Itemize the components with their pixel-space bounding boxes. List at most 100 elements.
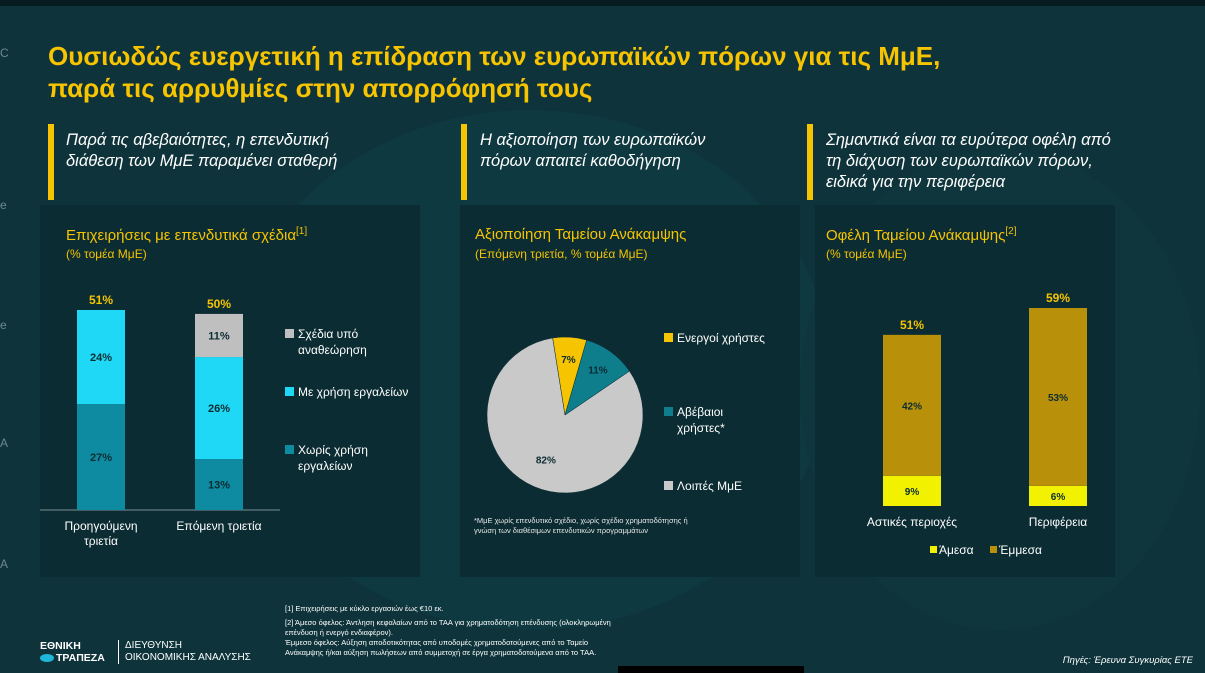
total-label: 51% xyxy=(900,318,924,332)
footnote-2: Έμμεσο όφελος: Αύξηση αποδοτικότητας από… xyxy=(285,638,589,647)
bar-segment xyxy=(195,313,243,358)
bank-logo: ΕΘΝΙΚΗ ΤΡΑΠΕΖΑ xyxy=(40,640,105,664)
edge-glyph: e xyxy=(0,318,7,332)
page-title: Ουσιωδώς ευεργετική η επίδραση των ευρωπ… xyxy=(48,40,1048,104)
pie-footnote-line: *ΜμΕ χωρίς επενδυτικό σχέδιο, χωρίς σχέδ… xyxy=(474,516,688,525)
logo-line: ΤΡΑΠΕΖΑ xyxy=(56,652,105,664)
legend-item: Σχέδια υπό αναθεώρηση xyxy=(285,326,367,358)
subtitle-line: Σημαντικά είναι τα ευρύτερα οφέλη από xyxy=(826,131,1111,149)
legend-swatch xyxy=(285,445,294,454)
data-label: 24% xyxy=(90,352,112,364)
chart-title-right: Οφέλη Ταμείου Ανάκαμψης[2] xyxy=(826,226,1016,244)
chart-recovery-fund-usage: 82% 7% 11% xyxy=(486,336,644,494)
category-label: τριετία xyxy=(84,534,118,548)
chart-title-sup: [1] xyxy=(296,226,308,237)
pie-label: 7% xyxy=(561,355,576,366)
category-label: Επόμενη τριετία xyxy=(176,519,261,533)
legend-label: Με χρήση εργαλείων xyxy=(298,385,409,399)
top-bar xyxy=(0,0,1205,6)
category-label: Περιφέρεια xyxy=(1029,515,1087,529)
category-label: Αστικές περιοχές xyxy=(867,515,957,529)
data-label: 27% xyxy=(90,452,112,464)
subtitle-line: ειδικά για την περιφέρεια xyxy=(826,173,1006,191)
panel-subtitle-left: Παρά τις αβεβαιότητες, η επενδυτική διάθ… xyxy=(66,130,337,172)
legend-swatch xyxy=(990,546,997,553)
edge-glyph: A xyxy=(0,557,9,571)
chart-unit-right: (% τομέα ΜμΕ) xyxy=(826,247,907,261)
pie-label: 11% xyxy=(588,366,608,377)
legend-item: Ενεργοί χρήστες xyxy=(664,330,765,346)
bar-segment xyxy=(195,357,243,460)
panel-subtitle-middle: Η αξιοποίηση των ευρωπαϊκών πόρων απαιτε… xyxy=(480,130,705,172)
pie-label: 82% xyxy=(536,455,556,466)
bar-segment xyxy=(1029,485,1087,506)
data-label: 13% xyxy=(208,480,230,492)
dept-line: ΔΙΕΥΘΥΝΣΗ xyxy=(125,640,182,651)
total-label: 59% xyxy=(1046,291,1070,305)
legend-label: Έμμεσα xyxy=(999,543,1042,557)
subtitle-line: πόρων απαιτεί καθοδήγηση xyxy=(480,152,681,170)
chart-unit-middle: (Επόμενη τριετία, % τομέα ΜμΕ) xyxy=(475,247,648,261)
accent-bar xyxy=(48,124,54,200)
pie-footnote-line: γνώση των διαθέσιμων επενδυτικών προγραμ… xyxy=(474,526,649,535)
data-label: 26% xyxy=(208,403,230,415)
legend-item: Άμεσα xyxy=(930,542,974,558)
edge-glyph: C xyxy=(0,46,9,60)
legend-item: Έμμεσα xyxy=(990,542,1042,558)
total-label: 50% xyxy=(207,297,231,311)
chart-title-sup: [2] xyxy=(1005,226,1017,237)
bar-segment xyxy=(1029,308,1087,486)
accent-bar xyxy=(461,124,467,200)
bar-segment xyxy=(195,459,243,510)
chart-title-middle: Αξιοποίηση Ταμείου Ανάκαμψης xyxy=(475,226,686,243)
source-note: Πηγές: Έρευνα Συγκυρίας ΕΤΕ xyxy=(1062,655,1193,666)
chart-unit-left: (% τομέα ΜμΕ) xyxy=(66,247,147,261)
legend-swatch xyxy=(664,407,673,416)
data-label: 6% xyxy=(1051,492,1066,503)
footnote-2: [2] Άμεσο όφελος: Άντληση κεφαλαίων από … xyxy=(285,618,611,627)
black-strip xyxy=(618,666,804,673)
legend-item: Με χρήση εργαλείων xyxy=(285,384,408,400)
subtitle-line: Παρά τις αβεβαιότητες, η επενδυτική xyxy=(66,131,330,149)
legend-swatch xyxy=(930,546,937,553)
dept-line: ΟΙΚΟΝΟΜΙΚΗΣ ΑΝΑΛΥΣΗΣ xyxy=(125,652,251,663)
department-label: ΔΙΕΥΘΥΝΣΗ ΟΙΚΟΝΟΜΙΚΗΣ ΑΝΑΛΥΣΗΣ xyxy=(118,640,251,664)
footnotes: [1] Επιχειρήσεις με κύκλο εργασιών έως €… xyxy=(285,604,611,658)
data-label: 42% xyxy=(902,401,922,412)
pie-slice xyxy=(564,339,630,416)
chart-title-left: Επιχειρήσεις με επενδυτικά σχέδια[1] xyxy=(66,226,307,244)
pie-footnote: *ΜμΕ χωρίς επενδυτικό σχέδιο, χωρίς σχέδ… xyxy=(474,516,688,536)
chart-recovery-fund-benefits: 9% 42% 51% Αστικές περιοχές 6% 53% 59% Περιφέρε… xyxy=(867,291,1087,529)
chart-title-text: Αξιοποίηση Ταμείου Ανάκαμψης xyxy=(475,226,687,243)
legend-item: Αβέβαιοι χρήστες* xyxy=(664,404,725,436)
footnote-1: [1] Επιχειρήσεις με κύκλο εργασιών έως €… xyxy=(285,604,444,613)
data-label: 53% xyxy=(1048,393,1068,404)
subtitle-line: Η αξιοποίηση των ευρωπαϊκών xyxy=(480,131,706,149)
subtitle-line: διάθεση των ΜμΕ παραμένει σταθερή xyxy=(66,152,338,170)
legend-label: Ενεργοί χρήστες xyxy=(677,331,765,345)
category-label: Προηγούμενη xyxy=(64,519,137,533)
edge-glyph: e xyxy=(0,198,7,212)
bar-segment xyxy=(883,475,941,506)
legend-label: Άμεσα xyxy=(939,543,974,557)
footnote-2: Ανάκαμψης ή/και αύξηση πωλήσεων από συμμ… xyxy=(285,648,597,657)
bar-segment xyxy=(77,310,125,405)
logo-mark-icon xyxy=(40,654,54,662)
legend-swatch xyxy=(285,387,294,396)
total-label: 51% xyxy=(89,293,113,307)
bar-segment xyxy=(77,404,125,510)
chart-title-text: Επιχειρήσεις με επενδυτικά σχέδια xyxy=(66,227,296,244)
accent-bar xyxy=(807,124,813,200)
legend-item: Λοιπές ΜμΕ xyxy=(664,478,742,494)
panel-subtitle-right: Σημαντικά είναι τα ευρύτερα οφέλη από τη… xyxy=(826,130,1111,193)
logo-line: ΕΘΝΙΚΗ xyxy=(40,640,81,652)
legend-swatch xyxy=(664,481,673,490)
legend-label: Λοιπές ΜμΕ xyxy=(677,479,743,493)
bar-segment xyxy=(883,334,941,476)
edge-glyph: A xyxy=(0,436,9,450)
pie-slice xyxy=(486,337,644,494)
title-line-1: Ουσιωδώς ευεργετική η επίδραση των ευρωπ… xyxy=(48,41,941,71)
data-label: 11% xyxy=(208,330,230,342)
legend-label: Αβέβαιοι χρήστες* xyxy=(677,405,725,435)
